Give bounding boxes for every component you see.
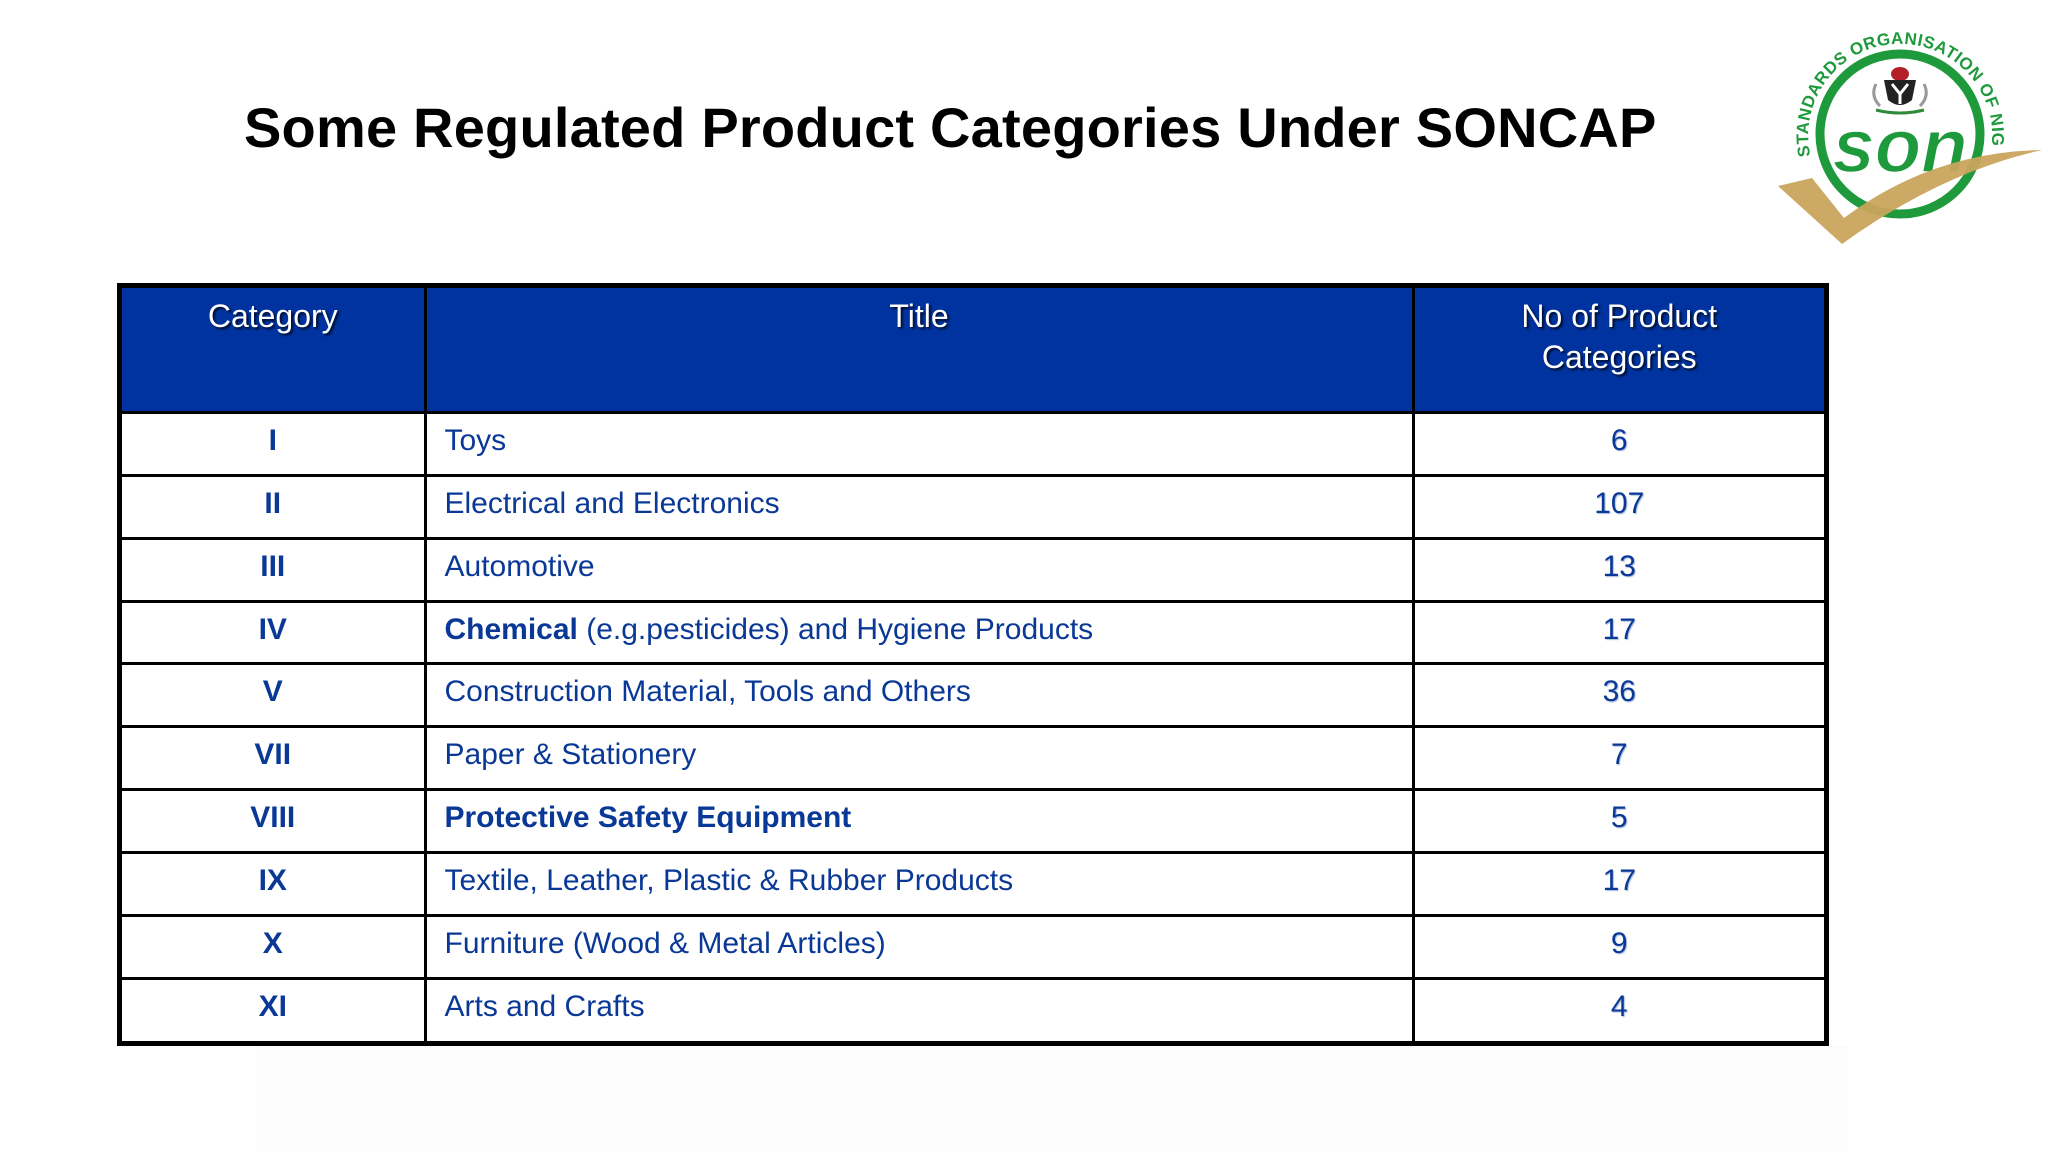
- cell-category: I: [122, 411, 427, 477]
- cell-title-text: Construction Material, Tools and Others: [444, 675, 971, 709]
- header-count: No of Product Categories: [1411, 288, 1824, 414]
- cell-title: Textile, Leather, Plastic & Rubber Produ…: [423, 850, 1415, 917]
- header-title: Title: [423, 288, 1415, 414]
- slide-background-shade: [256, 1046, 1848, 1152]
- cell-title: Automotive: [423, 536, 1415, 603]
- cell-title-text: (e.g.pesticides) and Hygiene Products: [577, 612, 1094, 646]
- table-row: X Furniture (Wood & Metal Articles) 9: [122, 913, 1824, 980]
- cell-title: Chemical (e.g.pesticides) and Hygiene Pr…: [423, 599, 1415, 666]
- product-categories-table: Category Title No of Product Categories …: [117, 283, 1829, 1046]
- cell-title: Paper & Stationery: [423, 725, 1415, 792]
- cell-category: XI: [122, 976, 427, 1041]
- table-row: II Electrical and Electronics 107: [122, 473, 1824, 540]
- table: Category Title No of Product Categories …: [122, 288, 1824, 1041]
- header-count-line1: No of Product: [1521, 298, 1718, 334]
- cell-count: 107: [1411, 473, 1824, 540]
- cell-category: V: [122, 662, 427, 729]
- cell-title: Furniture (Wood & Metal Articles): [423, 913, 1415, 980]
- header-category: Category: [122, 288, 427, 414]
- cell-category: IV: [122, 599, 427, 666]
- cell-title: Arts and Crafts: [423, 976, 1415, 1041]
- slide-title: Some Regulated Product Categories Under …: [244, 96, 1657, 159]
- cell-title-bold: Protective Safety Equipment: [444, 801, 852, 835]
- cell-count: 7: [1411, 725, 1824, 792]
- cell-title-text: Automotive: [444, 549, 595, 583]
- cell-title-text: Electrical and Electronics: [444, 486, 780, 520]
- cell-category: VIII: [122, 788, 427, 854]
- cell-count: 17: [1411, 599, 1824, 666]
- table-row: IX Textile, Leather, Plastic & Rubber Pr…: [122, 850, 1824, 917]
- table-row: V Construction Material, Tools and Other…: [122, 662, 1824, 729]
- cell-title-text: Arts and Crafts: [444, 989, 645, 1023]
- cell-count: 5: [1411, 788, 1824, 854]
- cell-title: Construction Material, Tools and Others: [423, 662, 1415, 729]
- cell-count: 4: [1411, 976, 1824, 1041]
- cell-count: 13: [1411, 536, 1824, 603]
- table-row: III Automotive 13: [122, 536, 1824, 603]
- cell-title-text: Textile, Leather, Plastic & Rubber Produ…: [444, 863, 1014, 897]
- header-count-line2: Categories: [1541, 339, 1697, 375]
- cell-category: VII: [122, 725, 427, 792]
- table-row: VIII Protective Safety Equipment 5: [122, 788, 1824, 854]
- coat-of-arms-icon: [1872, 67, 1928, 115]
- table-row: IV Chemical (e.g.pesticides) and Hygiene…: [122, 599, 1824, 666]
- cell-category: II: [122, 473, 427, 540]
- cell-count: 9: [1411, 913, 1824, 980]
- cell-title: Electrical and Electronics: [423, 473, 1415, 540]
- cell-title-text: Paper & Stationery: [444, 738, 697, 772]
- cell-title-bold: Chemical: [444, 612, 578, 646]
- cell-category: III: [122, 536, 427, 603]
- cell-title-text: Furniture (Wood & Metal Articles): [444, 926, 886, 960]
- cell-category: IX: [122, 850, 427, 917]
- cell-title: Toys: [423, 411, 1415, 477]
- table-row: VII Paper & Stationery 7: [122, 725, 1824, 792]
- cell-count: 6: [1411, 411, 1824, 477]
- cell-category: X: [122, 913, 427, 980]
- cell-count: 36: [1411, 662, 1824, 729]
- table-row: XI Arts and Crafts 4: [122, 976, 1824, 1041]
- cell-title: Protective Safety Equipment: [423, 788, 1415, 854]
- cell-count: 17: [1411, 850, 1824, 917]
- son-logo: STANDARDS ORGANISATION OF NIGERIA son: [1766, 7, 2044, 248]
- son-logo-icon: STANDARDS ORGANISATION OF NIGERIA son: [1766, 7, 2042, 244]
- table-header-row: Category Title No of Product Categories: [122, 288, 1824, 414]
- table-row: I Toys 6: [122, 411, 1824, 477]
- svg-text:son: son: [1832, 104, 1967, 189]
- cell-title-text: Toys: [444, 424, 507, 457]
